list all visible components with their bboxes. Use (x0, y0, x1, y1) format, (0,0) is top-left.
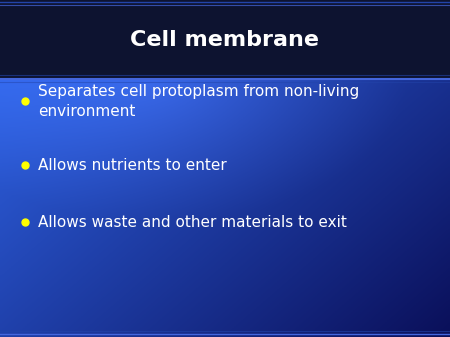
Text: Cell membrane: Cell membrane (130, 30, 320, 50)
Text: Separates cell protoplasm from non-living
environment: Separates cell protoplasm from non-livin… (38, 84, 360, 119)
Text: Allows nutrients to enter: Allows nutrients to enter (38, 158, 227, 173)
Bar (0, 0, 450, 79)
Text: Allows waste and other materials to exit: Allows waste and other materials to exit (38, 215, 347, 230)
